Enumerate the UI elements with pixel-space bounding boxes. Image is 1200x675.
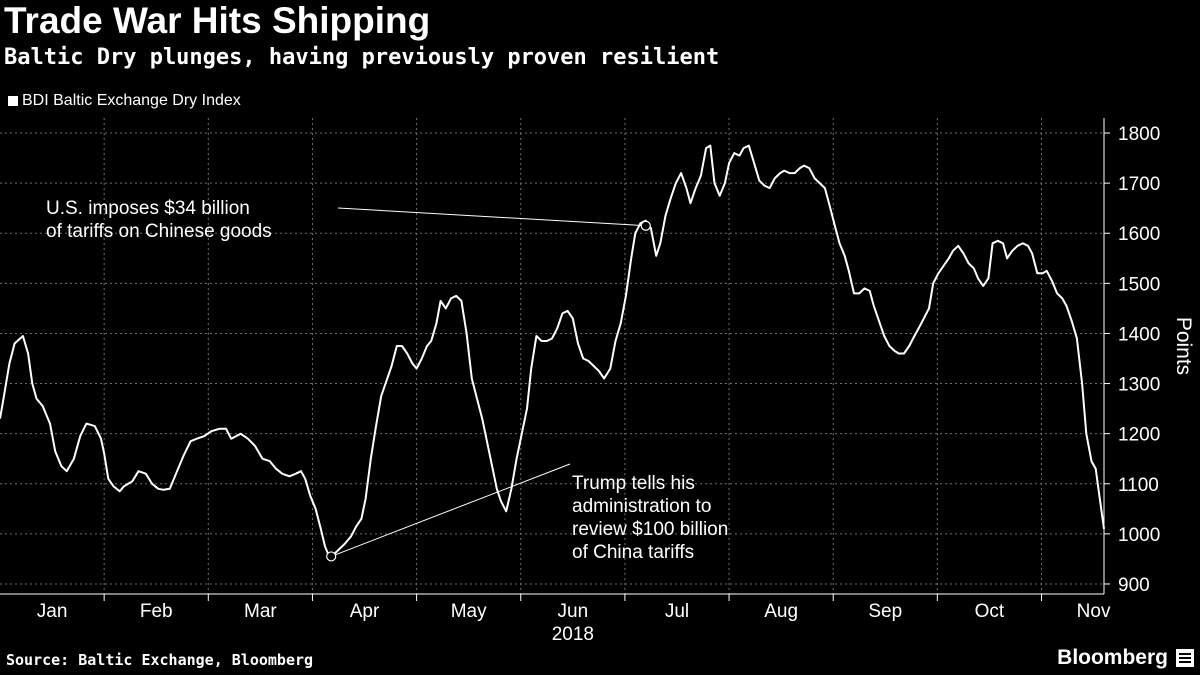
y-tick-label: 1300 [1118,375,1160,396]
y-tick-label: 1000 [1118,525,1160,546]
grid [0,118,1104,594]
legend-swatch [8,96,18,106]
y-axis-title: Points [1172,317,1195,375]
series-layer [0,144,1105,558]
brand: Bloomberg [1057,646,1194,670]
axes: 900 1000 1100 1200 1300 1400 1500 1600 1700 1800 J… [0,118,1195,645]
annotation-text: administration to [572,496,711,517]
x-tick-label: Feb [140,601,173,622]
annotation-leader [331,463,571,557]
y-tick-label: 1800 [1118,124,1160,145]
y-tick-label: 1600 [1118,224,1160,245]
annotation-marker [640,220,651,231]
annotation-text: of China tariffs [572,542,694,563]
annotation-leader [337,207,646,227]
y-tick-label: 1100 [1118,475,1159,496]
y-tick-label: 1400 [1118,324,1160,345]
source-note: Source: Baltic Exchange, Bloomberg [6,651,314,669]
chart-title: Trade War Hits Shipping [4,0,431,41]
x-tick-label: Aug [764,601,798,622]
annotation-marker [326,551,337,562]
x-tick-label: Nov [1077,601,1111,622]
brand-wordmark: Bloomberg [1057,646,1168,669]
y-tick-label: 1700 [1118,174,1160,195]
x-tick-label: Jun [558,601,589,622]
chart-subtitle: Baltic Dry plunges, having previously pr… [4,45,720,70]
legend-label: BDI Baltic Exchange Dry Index [22,92,241,109]
y-tick-label: 900 [1118,575,1150,596]
y-tick-label: 1200 [1118,425,1160,446]
x-tick-label: May [451,601,487,622]
y-tick-label: 1500 [1118,274,1160,295]
annotation-text: of tariffs on Chinese goods [46,221,272,242]
series-line-bdi [0,144,1105,558]
legend: BDI Baltic Exchange Dry Index [8,92,241,110]
x-tick-label: Jan [37,601,68,622]
annotation-text: U.S. imposes $34 billion [46,198,250,219]
x-tick-label: Jul [665,601,689,622]
x-tick-label: Sep [868,601,902,622]
annotation-text: review $100 billion [572,519,728,540]
x-axis-year-label: 2018 [552,624,594,645]
x-tick-label: Oct [975,601,1005,622]
bloomberg-logo-icon [1176,649,1194,667]
x-tick-label: Mar [244,601,277,622]
annotation-text: Trump tells his [572,473,695,494]
x-tick-label: Apr [350,601,380,622]
